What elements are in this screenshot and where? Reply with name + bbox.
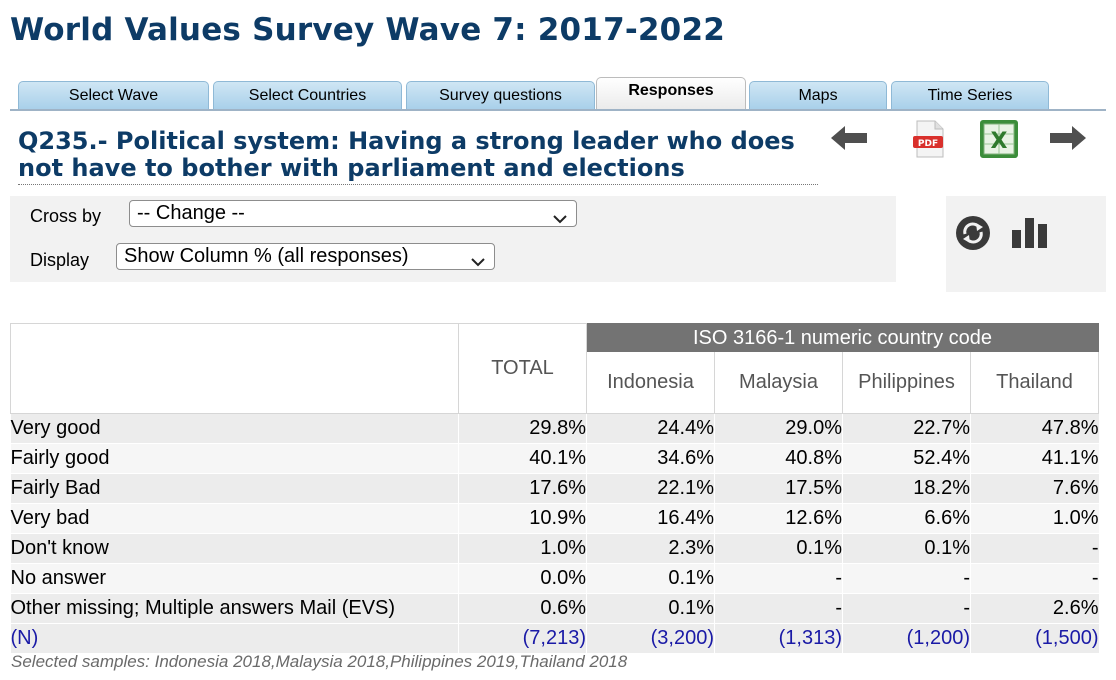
refresh-icon[interactable] xyxy=(954,214,992,257)
row-label: No answer xyxy=(10,563,459,594)
table-cell: 0.1% xyxy=(586,593,715,624)
row-label: Other missing; Multiple answers Mail (EV… xyxy=(10,593,459,624)
table-cell: - xyxy=(970,533,1099,564)
table-cell: 0.1% xyxy=(714,533,843,564)
table-row: Other missing; Multiple answers Mail (EV… xyxy=(10,593,1099,624)
row-label: Very bad xyxy=(10,503,459,534)
table-cell: 47.8% xyxy=(970,413,1099,444)
table-cell: 0.6% xyxy=(458,593,587,624)
row-label: Very good xyxy=(10,413,459,444)
n-cell: (1,200) xyxy=(842,623,971,654)
tab-responses[interactable]: Responses xyxy=(596,77,746,109)
table-row: Don't know 1.0% 2.3% 0.1% 0.1% - xyxy=(10,533,1099,564)
table-cell: 10.9% xyxy=(458,503,587,534)
table-cell: 29.8% xyxy=(458,413,587,444)
display-value: Show Column % (all responses) xyxy=(124,245,409,267)
country-header[interactable]: Philippines xyxy=(842,351,971,414)
pdf-icon-label: PDF xyxy=(918,139,938,149)
cross-by-label: Cross by xyxy=(30,206,102,226)
table-cell: 2.6% xyxy=(970,593,1099,624)
results-table: TOTAL ISO 3166-1 numeric country code In… xyxy=(10,323,1099,654)
table-cell: 1.0% xyxy=(458,533,587,564)
excel-icon-label: X xyxy=(991,129,1008,154)
table-cell: 16.4% xyxy=(586,503,715,534)
excel-icon[interactable]: X xyxy=(979,119,1019,164)
controls-panel: Cross by -- Change -- Display Show Colum… xyxy=(10,196,896,282)
tab-select-wave[interactable]: Select Wave xyxy=(18,81,209,109)
tab-survey-questions[interactable]: Survey questions xyxy=(406,81,595,109)
tab-select-countries[interactable]: Select Countries xyxy=(213,81,402,109)
table-cell: 34.6% xyxy=(586,443,715,474)
table-corner xyxy=(10,323,459,414)
table-cell: 17.6% xyxy=(458,473,587,504)
table-cell: 41.1% xyxy=(970,443,1099,474)
chevron-down-icon xyxy=(470,250,486,274)
table-cell: 1.0% xyxy=(970,503,1099,534)
table-cell: 22.7% xyxy=(842,413,971,444)
table-cell: 7.6% xyxy=(970,473,1099,504)
n-cell: (7,213) xyxy=(458,623,587,654)
selected-samples-note: Selected samples: Indonesia 2018,Malaysi… xyxy=(11,652,628,671)
pdf-icon[interactable]: PDF xyxy=(912,120,946,163)
n-cell: (1,313) xyxy=(714,623,843,654)
table-cell: 40.8% xyxy=(714,443,843,474)
table-cell: - xyxy=(842,563,971,594)
table-cell: 18.2% xyxy=(842,473,971,504)
row-label: Don't know xyxy=(10,533,459,564)
country-header[interactable]: Malaysia xyxy=(714,351,843,414)
table-row: No answer 0.0% 0.1% - - - xyxy=(10,563,1099,594)
table-cell: - xyxy=(970,563,1099,594)
table-row: Fairly good 40.1% 34.6% 40.8% 52.4% 41.1% xyxy=(10,443,1099,474)
arrow-right-icon[interactable] xyxy=(1048,124,1088,157)
table-cell: 29.0% xyxy=(714,413,843,444)
table-cell: 52.4% xyxy=(842,443,971,474)
bar-chart-icon[interactable] xyxy=(1010,214,1052,255)
table-cell: 6.6% xyxy=(842,503,971,534)
arrow-left-icon[interactable] xyxy=(829,124,869,157)
table-cell: - xyxy=(842,593,971,624)
table-cell: 0.0% xyxy=(458,563,587,594)
tab-bar-underline xyxy=(10,109,1106,111)
table-row: Fairly Bad 17.6% 22.1% 17.5% 18.2% 7.6% xyxy=(10,473,1099,504)
tab-time-series[interactable]: Time Series xyxy=(891,81,1049,109)
table-cell: 24.4% xyxy=(586,413,715,444)
display-select[interactable]: Show Column % (all responses) xyxy=(116,243,495,270)
country-header[interactable]: Indonesia xyxy=(586,351,715,414)
row-label: Fairly good xyxy=(10,443,459,474)
cross-by-value: -- Change -- xyxy=(137,202,245,224)
question-divider xyxy=(18,184,818,185)
n-cell: (1,500) xyxy=(970,623,1099,654)
n-row: (N) (7,213) (3,200) (1,313) (1,200) (1,500) xyxy=(10,623,1099,654)
table-cell: 0.1% xyxy=(842,533,971,564)
table-cell: 2.3% xyxy=(586,533,715,564)
table-cell: 40.1% xyxy=(458,443,587,474)
n-row-label: (N) xyxy=(10,623,459,654)
table-cell: 0.1% xyxy=(586,563,715,594)
n-cell: (3,200) xyxy=(586,623,715,654)
table-cell: 22.1% xyxy=(586,473,715,504)
table-cell: - xyxy=(714,563,843,594)
chevron-down-icon xyxy=(552,207,568,231)
cross-by-select[interactable]: -- Change -- xyxy=(129,200,577,227)
row-label: Fairly Bad xyxy=(10,473,459,504)
chart-tools-panel xyxy=(946,196,1106,292)
display-label: Display xyxy=(30,250,90,270)
table-row: Very good 29.8% 24.4% 29.0% 22.7% 47.8% xyxy=(10,413,1099,444)
table-row: Very bad 10.9% 16.4% 12.6% 6.6% 1.0% xyxy=(10,503,1099,534)
table-cell: 12.6% xyxy=(714,503,843,534)
table-cell: 17.5% xyxy=(714,473,843,504)
page-title: World Values Survey Wave 7: 2017-2022 xyxy=(10,12,725,48)
country-header[interactable]: Thailand xyxy=(970,351,1099,414)
total-header[interactable]: TOTAL xyxy=(458,323,587,414)
table-cell: - xyxy=(714,593,843,624)
question-title: Q235.- Political system: Having a strong… xyxy=(18,127,795,182)
group-header: ISO 3166-1 numeric country code xyxy=(586,323,1099,352)
tab-maps[interactable]: Maps xyxy=(749,81,887,109)
